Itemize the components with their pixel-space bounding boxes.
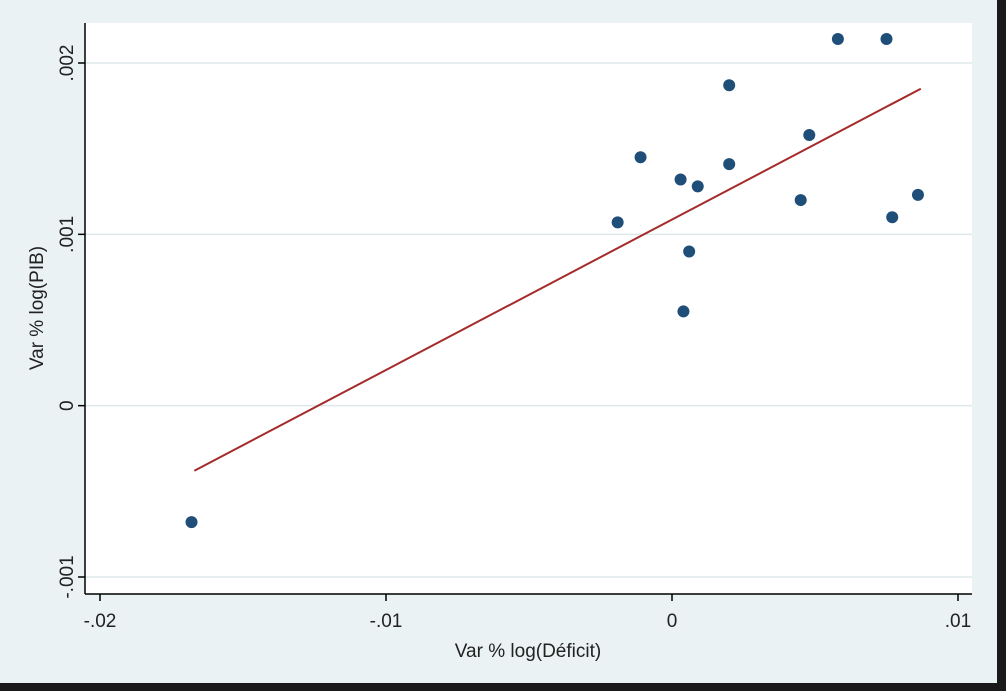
y-tick-label: -.001	[57, 555, 78, 598]
data-point	[831, 33, 844, 46]
axes	[84, 23, 972, 595]
data-point	[880, 33, 893, 46]
chart-figure: -.001 0 .001 .002 -.02 -.01 0 .01 Var % log(Déf…	[0, 0, 997, 683]
x-tick-label: -.02	[84, 611, 117, 632]
data-point	[794, 194, 807, 207]
data-point	[803, 128, 816, 141]
x-tick-label: .01	[945, 611, 971, 632]
tick-marks: -.001 0 .001 .002 -.02 -.01 0 .01	[57, 45, 971, 632]
data-point	[674, 173, 687, 186]
data-point	[634, 151, 647, 164]
fitted-line	[193, 87, 922, 472]
data-point	[723, 79, 736, 92]
plot-area	[85, 23, 972, 594]
data-point	[886, 211, 899, 224]
data-point	[611, 216, 624, 229]
data-point	[691, 180, 704, 193]
y-tick-label: .001	[57, 216, 78, 253]
data-point	[911, 188, 924, 201]
x-tick-label: 0	[667, 611, 678, 632]
data-point	[683, 245, 696, 258]
fit-line-layer	[193, 87, 922, 472]
y-tick-label: .002	[57, 45, 78, 82]
x-tick-label: -.01	[370, 611, 403, 632]
data-points	[185, 33, 924, 529]
grid-lines	[85, 62, 972, 578]
data-point	[185, 516, 198, 529]
x-axis-label: Var % log(Déficit)	[455, 641, 601, 662]
data-point	[723, 158, 736, 171]
data-point	[677, 305, 690, 318]
y-tick-label: 0	[57, 400, 78, 411]
y-axis-label: Var % log(PIB)	[27, 246, 48, 370]
scatter-chart: -.001 0 .001 .002 -.02 -.01 0 .01 Var % log(Déf…	[27, 23, 972, 662]
